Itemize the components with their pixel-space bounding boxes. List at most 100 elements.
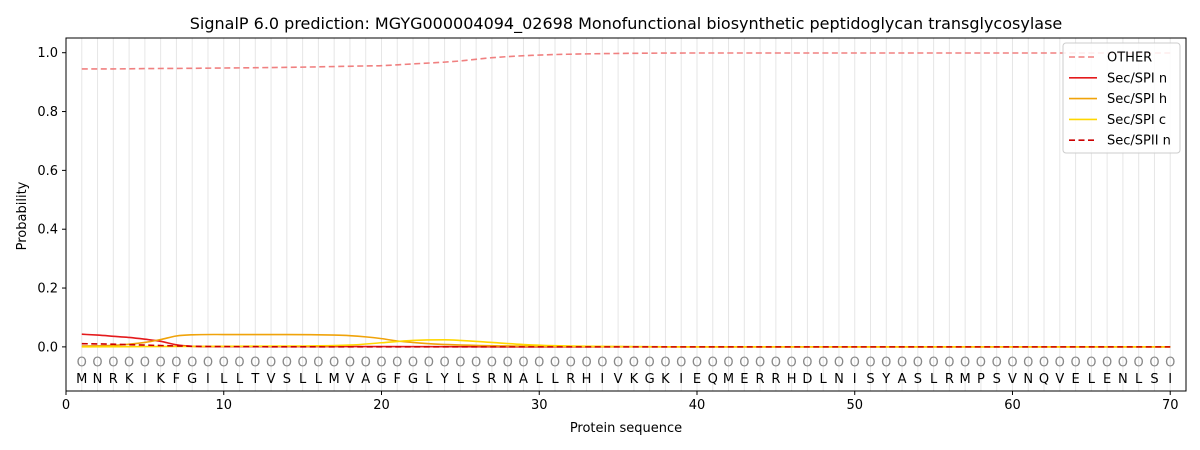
residue-label: I	[853, 372, 857, 387]
residue-label: V	[614, 372, 623, 387]
residue-label: I	[206, 372, 210, 387]
region-marker: O	[1039, 356, 1049, 371]
residue-label: L	[425, 372, 433, 387]
region-marker: O	[629, 356, 639, 371]
residue-label: L	[1088, 372, 1096, 387]
region-marker: O	[708, 356, 718, 371]
residue-label: G	[376, 372, 386, 387]
region-marker: O	[613, 356, 623, 371]
region-marker: O	[1086, 356, 1096, 371]
series-line-sec-spii-n	[81, 342, 1171, 348]
region-marker: O	[471, 356, 481, 371]
region-marker: O	[329, 356, 339, 371]
x-tick-label: 0	[62, 398, 70, 413]
residue-label: S	[993, 372, 1001, 387]
region-marker: O	[408, 356, 418, 371]
residue-label: L	[1135, 372, 1143, 387]
residue-label: T	[250, 372, 259, 387]
residue-label: K	[156, 372, 165, 387]
region-marker: O	[1102, 356, 1112, 371]
x-tick-label: 30	[531, 398, 548, 413]
region-marker: O	[739, 356, 749, 371]
residue-label: E	[740, 372, 748, 387]
residue-label: L	[315, 372, 323, 387]
region-marker: O	[298, 356, 308, 371]
region-marker: O	[723, 356, 733, 371]
residue-label: H	[787, 372, 797, 387]
x-tick-label: 50	[846, 398, 863, 413]
x-tick-label: 10	[215, 398, 232, 413]
region-marker: O	[1055, 356, 1065, 371]
axes: 0 10 20 30 40 50 60 70 0.0 0.2 0.4 0.6 0.8 1.0	[37, 37, 1187, 413]
residue-label: M	[723, 372, 734, 387]
region-marker: O	[597, 356, 607, 371]
region-marker: O	[266, 356, 276, 371]
residue-label: P	[977, 372, 985, 387]
residue-label: L	[930, 372, 938, 387]
region-marker: O	[108, 356, 118, 371]
residue-label: L	[236, 372, 244, 387]
region-marker: O	[581, 356, 591, 371]
residue-label: M	[960, 372, 971, 387]
residue-label: S	[866, 372, 874, 387]
residue-label: L	[551, 372, 559, 387]
y-tick-label: 1.0	[37, 46, 58, 61]
region-marker: O	[645, 356, 655, 371]
region-marker: O	[566, 356, 576, 371]
sequence-labels: OMONOROKOIOKOFOGOIOLOLOTOVOSOLOLOMOVOAOG…	[76, 356, 1175, 387]
residue-label: R	[771, 372, 780, 387]
y-tick-label: 0.2	[37, 282, 58, 297]
y-tick-label: 0.0	[37, 340, 58, 355]
series-line-other	[81, 52, 1171, 70]
region-marker: O	[140, 356, 150, 371]
residue-label: Y	[881, 372, 890, 387]
residue-label: G	[645, 372, 655, 387]
residue-label: A	[898, 372, 907, 387]
region-marker: O	[692, 356, 702, 371]
region-marker: O	[424, 356, 434, 371]
residue-label: Q	[1039, 372, 1049, 387]
residue-label: I	[679, 372, 683, 387]
region-marker: O	[171, 356, 181, 371]
region-marker: O	[124, 356, 134, 371]
residue-label: I	[1168, 372, 1172, 387]
region-marker: O	[818, 356, 828, 371]
residue-label: S	[472, 372, 480, 387]
residue-label: N	[93, 372, 103, 387]
residue-label: S	[283, 372, 291, 387]
residue-label: I	[600, 372, 604, 387]
region-marker: O	[219, 356, 229, 371]
residue-label: R	[566, 372, 575, 387]
residue-label: G	[187, 372, 197, 387]
legend-box	[1062, 42, 1181, 154]
residue-label: V	[345, 372, 354, 387]
x-tick-label: 40	[689, 398, 706, 413]
residue-label: L	[820, 372, 828, 387]
legend-entry: OTHER	[1107, 51, 1152, 66]
region-marker: O	[676, 356, 686, 371]
residue-label: V	[1055, 372, 1064, 387]
x-tick-label: 70	[1162, 398, 1179, 413]
residue-label: M	[329, 372, 340, 387]
region-marker: O	[250, 356, 260, 371]
region-marker: O	[361, 356, 371, 371]
region-marker: O	[976, 356, 986, 371]
residue-label: E	[1071, 372, 1079, 387]
series-line-sec-spi-h	[81, 333, 1171, 348]
residue-label: R	[945, 372, 954, 387]
residue-label: R	[487, 372, 496, 387]
residue-label: F	[173, 372, 180, 387]
residue-label: S	[914, 372, 922, 387]
region-marker: O	[518, 356, 528, 371]
region-marker: O	[534, 356, 544, 371]
region-marker: O	[156, 356, 166, 371]
residue-label: Q	[708, 372, 718, 387]
region-marker: O	[345, 356, 355, 371]
residue-label: N	[503, 372, 513, 387]
residue-label: V	[1008, 372, 1017, 387]
residue-label: F	[394, 372, 401, 387]
residue-label: L	[299, 372, 307, 387]
residue-label: K	[125, 372, 134, 387]
region-marker: O	[771, 356, 781, 371]
